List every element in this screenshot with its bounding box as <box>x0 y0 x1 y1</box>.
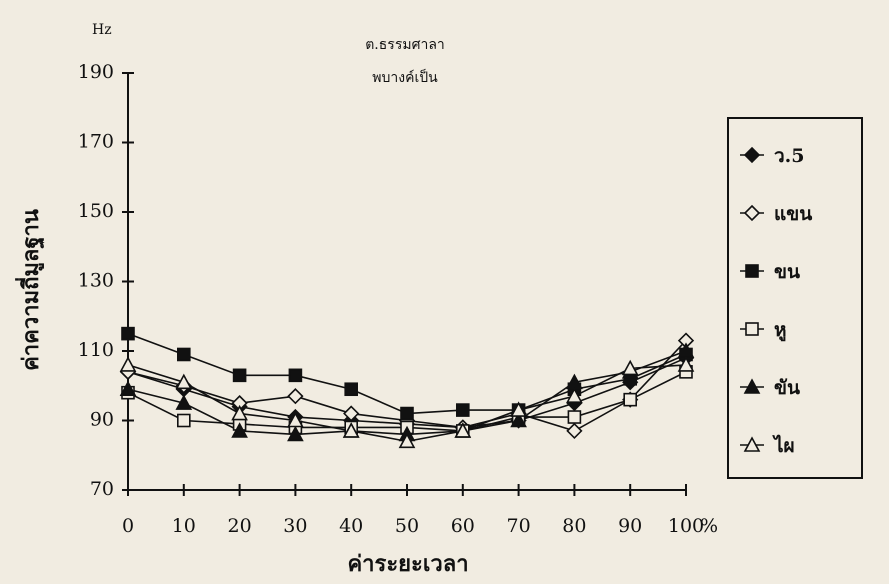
legend-marker <box>745 264 759 278</box>
data-point <box>287 388 304 405</box>
data-point <box>510 411 527 428</box>
data-point <box>119 380 137 397</box>
data-point <box>510 401 527 417</box>
legend-marker <box>743 146 761 164</box>
data-point <box>455 403 470 417</box>
y-tick-label: 150 <box>78 200 114 222</box>
data-point <box>400 406 414 421</box>
legend-marker <box>745 322 759 336</box>
x-tick-label: 50 <box>395 515 419 537</box>
data-point <box>119 356 137 372</box>
legend-label: หู <box>774 319 787 342</box>
x-tick-label: 80 <box>562 515 586 537</box>
data-point <box>288 368 303 383</box>
x-unit: % <box>700 515 718 537</box>
data-point <box>177 347 191 362</box>
data-point <box>287 411 304 428</box>
x-tick-label: 70 <box>507 515 531 537</box>
data-point <box>623 392 638 407</box>
data-point <box>175 394 193 410</box>
y-tick-label: 170 <box>78 131 114 153</box>
data-point <box>621 359 639 376</box>
x-tick-label: 100 <box>668 515 704 537</box>
data-point <box>342 422 360 438</box>
legend-label: แขน <box>774 203 812 225</box>
data-point <box>287 425 304 442</box>
data-point <box>454 422 472 438</box>
x-tick-label: 90 <box>618 515 642 537</box>
x-tick-label: 0 <box>122 515 134 537</box>
data-point <box>177 413 191 428</box>
data-point <box>566 387 583 403</box>
legend-marker <box>743 436 761 452</box>
data-point <box>121 326 135 341</box>
x-tick-label: 40 <box>339 515 363 537</box>
legend-label: ไผ <box>772 434 795 457</box>
y-unit: Hz <box>92 22 112 38</box>
data-point <box>343 405 360 422</box>
data-point <box>231 404 248 421</box>
y-tick-label: 110 <box>78 339 114 361</box>
legend-label: ว.5 <box>774 145 805 167</box>
legend-box <box>727 117 863 479</box>
x-tick-label: 60 <box>451 515 475 537</box>
data-point <box>344 382 359 397</box>
x-tick-label: 10 <box>172 515 196 537</box>
data-point <box>677 356 695 372</box>
x-tick-label: 30 <box>283 515 307 537</box>
legend-marker <box>743 378 761 394</box>
legend-label: ขน <box>774 261 800 283</box>
data-point <box>232 368 247 383</box>
legend-label: ขัน <box>774 377 800 399</box>
y-tick-label: 70 <box>90 478 114 500</box>
chart-title: ต.ธรรมศาลา <box>365 37 445 53</box>
legend-marker <box>743 204 761 222</box>
data-point <box>175 373 193 390</box>
data-point <box>567 410 582 424</box>
chart-subtitle: พบางค์เป็น <box>372 68 438 86</box>
y-tick-label: 130 <box>78 270 114 292</box>
y-tick-label: 90 <box>90 409 114 431</box>
x-axis-label: ค่าระยะเวลา <box>347 552 468 577</box>
y-axis-label: ค่าความถี่มูลฐาน <box>14 209 45 371</box>
data-point <box>398 432 416 449</box>
data-point <box>231 422 248 438</box>
x-tick-label: 20 <box>228 515 252 537</box>
data-point <box>566 422 583 440</box>
y-tick-label: 190 <box>78 61 114 83</box>
